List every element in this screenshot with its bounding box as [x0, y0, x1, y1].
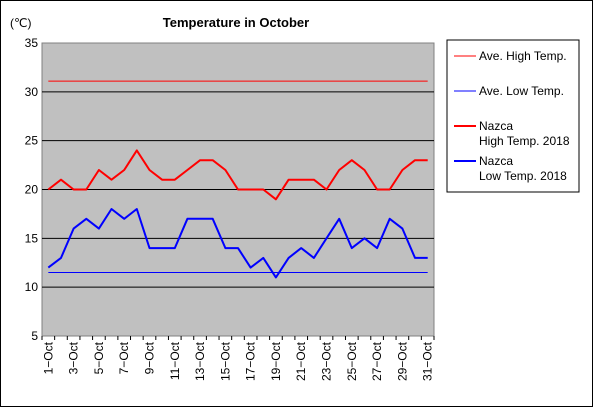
x-tick-label: 5−Oct: [92, 341, 106, 374]
y-axis-ticks: 5 10 15 20 25 30 35: [25, 36, 39, 343]
y-tick-label: 35: [25, 36, 39, 50]
y-tick-label: 10: [25, 280, 39, 294]
x-tick-label: 21−Oct: [294, 341, 308, 381]
y-tick-label: 25: [25, 134, 39, 148]
chart-title: Temperature in October: [163, 15, 309, 30]
x-tick-label: 11−Oct: [168, 341, 182, 380]
y-tick-label: 20: [25, 183, 39, 197]
x-tick-label: 1−Oct: [41, 341, 55, 374]
x-tick-label: 29−Oct: [395, 341, 409, 381]
x-tick-label: 13−Oct: [193, 341, 207, 381]
legend-label-0: Ave. High Temp.: [479, 49, 567, 63]
x-tick-label: 17−Oct: [244, 341, 258, 381]
legend-label-3: Nazca Low Temp. 2018: [479, 154, 567, 183]
x-tick-label: 9−Oct: [142, 341, 156, 374]
y-tick-label: 15: [25, 231, 39, 245]
x-tick-label: 31−Oct: [421, 341, 435, 381]
legend-box: [446, 39, 580, 193]
x-axis-ticks: 1−Oct 3−Oct 5−Oct 7−Oct 9−Oct 11−Oct 13−Oct 15−…: [41, 336, 435, 381]
x-tick-label: 23−Oct: [320, 341, 334, 381]
x-tick-label: 25−Oct: [345, 341, 359, 381]
x-tick-label: 3−Oct: [67, 341, 81, 374]
x-tick-label: 7−Oct: [117, 341, 131, 374]
y-tick-label: 5: [31, 329, 38, 343]
x-tick-label: 27−Oct: [370, 341, 384, 381]
legend-label-1: Ave. Low Temp.: [479, 84, 564, 98]
x-tick-label: 19−Oct: [269, 341, 283, 381]
legend: Ave. High Temp. Ave. Low Temp. Nazca High T…: [446, 39, 580, 193]
series-line-3: [47, 208, 428, 279]
legend-label-2: Nazca High Temp. 2018: [479, 119, 570, 148]
series-line-2: [47, 149, 428, 201]
y-tick-label: 30: [25, 85, 39, 99]
y-axis-unit: (℃): [10, 16, 31, 30]
x-tick-label: 15−Oct: [218, 341, 232, 381]
series-lines: [47, 80, 428, 279]
